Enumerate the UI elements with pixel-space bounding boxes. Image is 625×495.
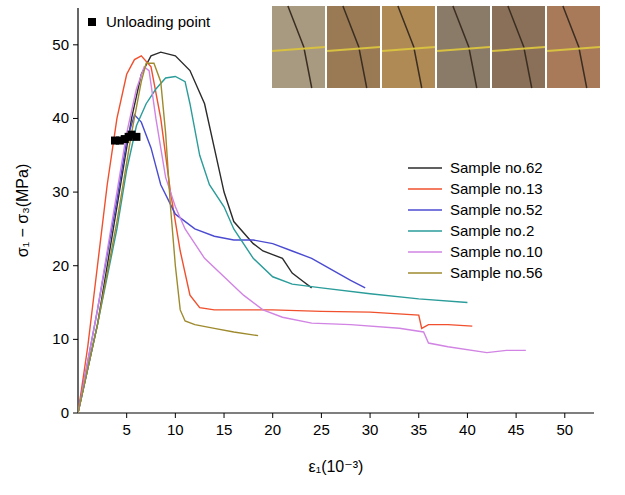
y-tick-label: 20 — [52, 257, 69, 274]
unloading-point — [132, 133, 140, 141]
photo-crack — [343, 6, 367, 88]
photo-band — [327, 47, 380, 51]
x-tick-label: 35 — [410, 421, 427, 438]
series-line — [78, 115, 365, 413]
legend-label: Sample no.10 — [450, 243, 543, 260]
x-tick — [224, 413, 225, 418]
axes: 5 10 15 20 25 30 35 40 45 50 0 10 20 30 40 50 — [52, 8, 594, 438]
photo-crack — [398, 6, 422, 88]
legend-label: Sample no.62 — [450, 159, 543, 176]
photo-crack — [453, 6, 477, 88]
x-tick-label: 20 — [264, 421, 281, 438]
x-tick — [126, 413, 127, 418]
photo-band — [437, 47, 490, 51]
x-tick-label: 5 — [123, 421, 131, 438]
series-line — [78, 67, 526, 413]
x-tick-label: 45 — [508, 421, 525, 438]
series-line — [78, 52, 312, 413]
y-axis-title: σ₁ − σ₃(MPa) — [14, 164, 31, 257]
photo-panel — [382, 6, 435, 88]
y-tick-label: 30 — [52, 183, 69, 200]
photo-band — [492, 47, 545, 51]
legend-label: Sample no.13 — [450, 180, 543, 197]
photo-panel — [327, 6, 380, 88]
photo-panel — [437, 6, 490, 88]
chart: 5 10 15 20 25 30 35 40 45 50 0 10 20 30 40 50 ε₁(10⁻³) σ₁… — [0, 0, 625, 495]
legend-symbol — [88, 18, 96, 26]
sample-photo — [272, 6, 600, 88]
y-tick-label: 10 — [52, 330, 69, 347]
x-tick-label: 30 — [362, 421, 379, 438]
photo-crack — [563, 6, 587, 88]
x-tick — [321, 413, 322, 418]
y-axis-line — [77, 8, 78, 413]
legend-symbol — [408, 230, 442, 232]
series-line — [78, 56, 472, 413]
y-tick-label: 50 — [52, 36, 69, 53]
y-tick — [73, 44, 78, 45]
x-tick-label: 50 — [556, 421, 573, 438]
x-tick — [175, 413, 176, 418]
legend-symbol — [408, 251, 442, 253]
legend-symbol — [408, 209, 442, 211]
y-tick-label: 40 — [52, 109, 69, 126]
y-tick — [73, 192, 78, 193]
y-tick-label: 0 — [61, 404, 69, 421]
series-line — [78, 63, 258, 413]
legend-symbol — [408, 272, 442, 274]
x-tick — [370, 413, 371, 418]
photo-panel — [272, 6, 325, 88]
legend: Unloading point Sample no.62 Sample no.13 S… — [88, 13, 543, 281]
x-tick — [467, 413, 468, 418]
photo-crack — [288, 6, 312, 88]
legend-symbol — [408, 188, 442, 190]
x-tick-label: 25 — [313, 421, 330, 438]
photo-band — [547, 47, 600, 51]
photo-panel — [492, 6, 545, 88]
y-tick — [73, 339, 78, 340]
legend-symbol — [408, 167, 442, 169]
x-tick — [418, 413, 419, 418]
photo-panel — [547, 6, 600, 88]
legend-label: Sample no.52 — [450, 201, 543, 218]
y-tick — [73, 265, 78, 266]
photo-crack — [508, 6, 532, 88]
y-tick — [73, 413, 78, 414]
x-tick-label: 40 — [459, 421, 476, 438]
y-tick — [73, 118, 78, 119]
x-tick — [272, 413, 273, 418]
legend-label: Sample no.56 — [450, 264, 543, 281]
series-line — [78, 76, 467, 413]
x-tick-label: 10 — [167, 421, 184, 438]
photo-band — [272, 47, 325, 51]
legend-label: Sample no.2 — [450, 222, 534, 239]
x-tick — [516, 413, 517, 418]
markers — [111, 131, 140, 145]
x-axis-title: ε₁(10⁻³) — [309, 458, 364, 475]
legend-label: Unloading point — [106, 13, 211, 30]
x-tick-label: 15 — [216, 421, 233, 438]
x-tick — [564, 413, 565, 418]
photo-band — [382, 47, 435, 51]
